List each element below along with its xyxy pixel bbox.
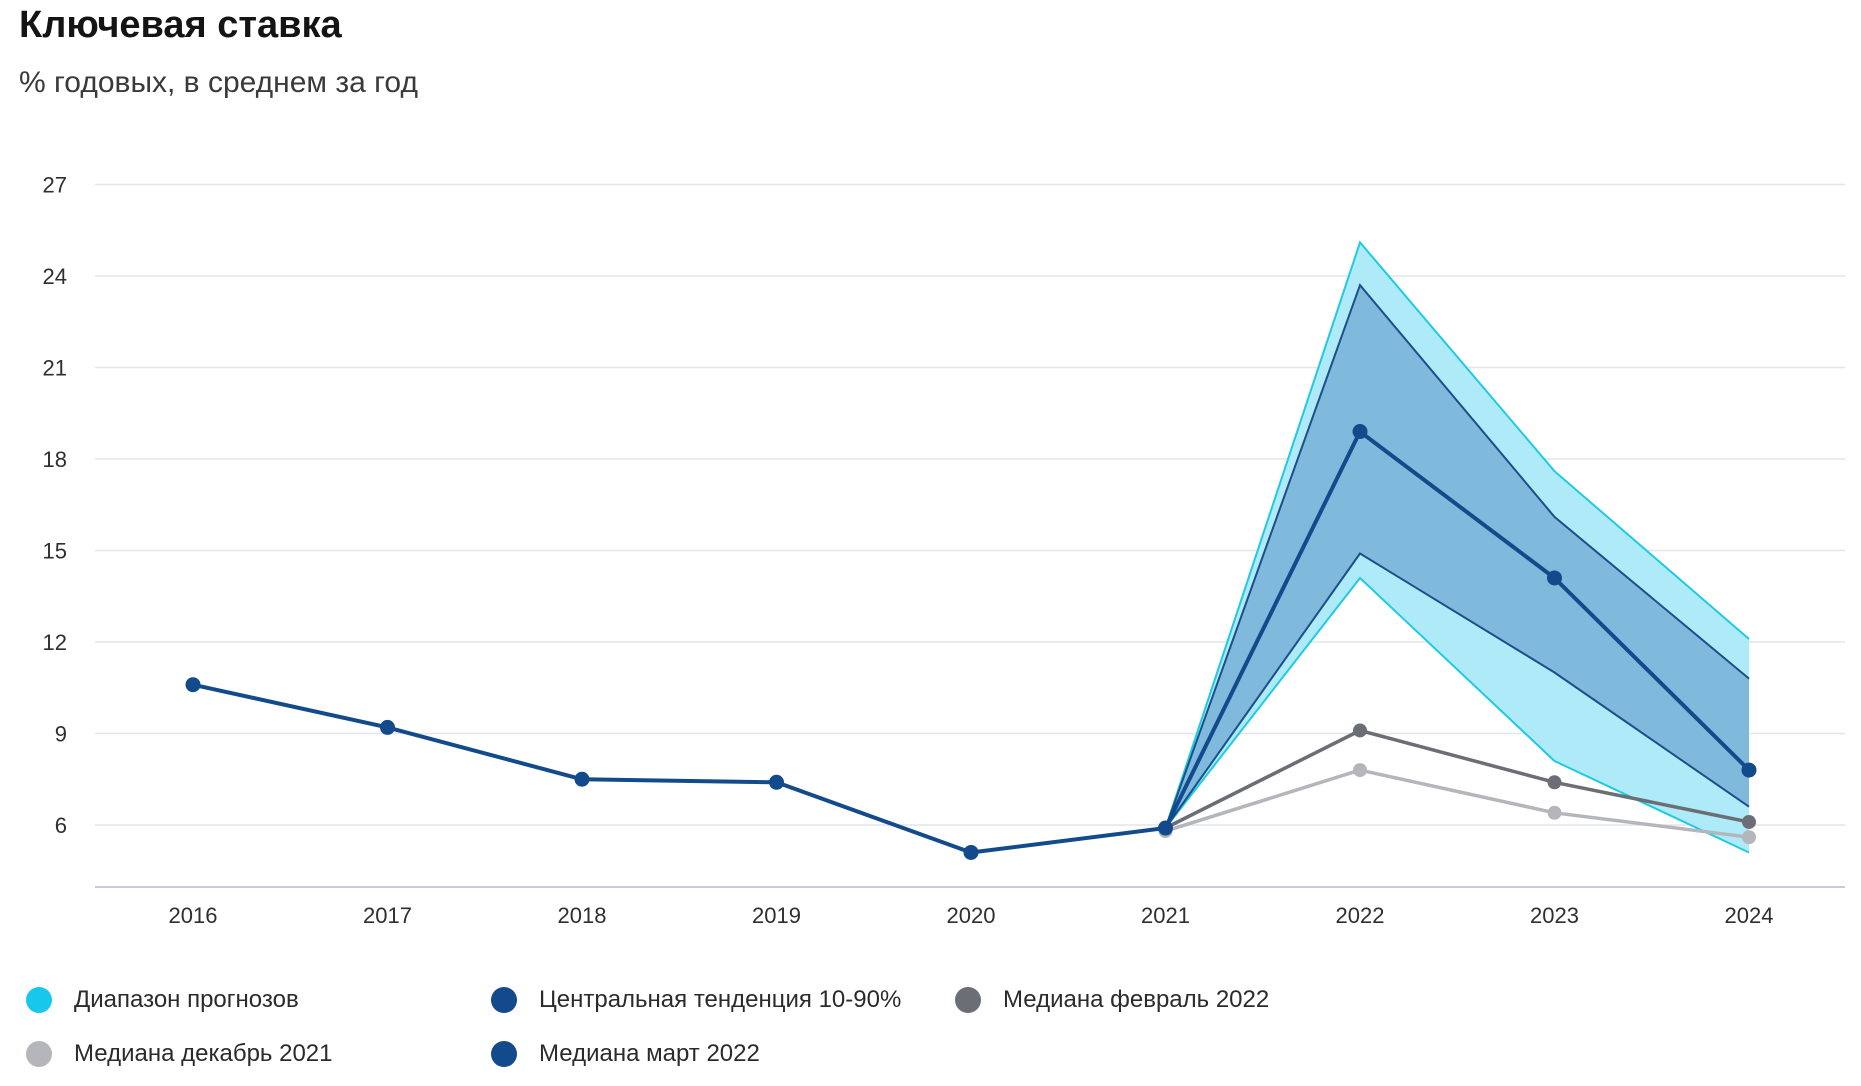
x-tick-label: 2017 xyxy=(363,903,412,928)
key-rate-chart: 6 9 12 15 18 21 24 27 2016 2017 2018 2019 2020 2021 20… xyxy=(43,173,1845,928)
median-december-2021-point xyxy=(1353,763,1367,778)
x-tick-label: 2023 xyxy=(1530,903,1579,928)
y-tick-label: 6 xyxy=(55,813,67,838)
x-tick-label: 2016 xyxy=(169,903,218,928)
y-tick-label: 9 xyxy=(55,722,67,747)
legend-label: Медиана декабрь 2021 xyxy=(74,1040,333,1067)
median-december-2021-point xyxy=(1547,805,1562,820)
legend-marker-median-march-2022 xyxy=(491,1041,517,1067)
median-february-2022-point xyxy=(1742,814,1756,829)
chart-subtitle: % годовых, в среднем за год xyxy=(19,66,418,99)
median-march-2022-point xyxy=(1158,820,1173,836)
legend-label: Медиана февраль 2022 xyxy=(1003,986,1270,1013)
median-february-2022-point xyxy=(1353,723,1367,738)
legend-marker-median-december-2021 xyxy=(26,1041,52,1067)
legend-item-forecast-range[interactable]: Диапазон прогнозов xyxy=(26,986,299,1014)
forecast-range-upper-line xyxy=(1164,240,1750,829)
y-tick-label: 12 xyxy=(43,630,67,655)
x-tick-label: 2019 xyxy=(752,903,801,928)
y-tick-label: 24 xyxy=(43,264,67,289)
median-december-2021-line xyxy=(1164,768,1750,839)
median-march-2022-point xyxy=(185,677,201,693)
x-tick-label: 2022 xyxy=(1336,903,1385,928)
legend-label: Центральная тенденция 10-90% xyxy=(539,986,902,1013)
legend-item-central-tendency[interactable]: Центральная тенденция 10-90% xyxy=(491,986,901,1014)
legend-marker-central-tendency xyxy=(491,987,517,1013)
y-tick-label: 27 xyxy=(43,173,67,198)
x-tick-label: 2024 xyxy=(1725,903,1774,928)
x-tick-label: 2020 xyxy=(947,903,996,928)
median-march-2022-point xyxy=(769,774,784,790)
x-tick-label: 2018 xyxy=(558,903,607,928)
x-tick-label: 2021 xyxy=(1141,903,1190,928)
legend-marker-median-february-2022 xyxy=(955,987,981,1013)
median-march-2022-point xyxy=(1547,570,1562,586)
y-tick-label: 21 xyxy=(43,356,67,381)
legend-item-median-december-2021[interactable]: Медиана декабрь 2021 xyxy=(26,1040,333,1068)
median-march-2022-point xyxy=(1741,762,1757,778)
y-tick-label: 18 xyxy=(43,447,67,472)
legend-item-median-february-2022[interactable]: Медиана февраль 2022 xyxy=(955,986,1269,1014)
median-march-2022-point xyxy=(1352,424,1368,440)
median-february-2022-line xyxy=(1164,728,1750,830)
median-december-2021-point xyxy=(1742,830,1756,845)
legend-label: Медиана март 2022 xyxy=(539,1040,760,1067)
forecast-range-lower-line xyxy=(1164,576,1750,854)
legend-item-median-march-2022[interactable]: Медиана март 2022 xyxy=(491,1040,760,1068)
chart-title: Ключевая ставка xyxy=(19,4,342,46)
median-march-2022-point xyxy=(574,771,590,787)
median-march-2022-point xyxy=(963,844,979,860)
central-tendency-lower-line xyxy=(1164,552,1750,829)
median-february-2022-point xyxy=(1547,775,1562,790)
legend-label: Диапазон прогнозов xyxy=(74,986,299,1013)
legend-marker-forecast-range xyxy=(26,987,52,1013)
central-tendency-upper-line xyxy=(1164,283,1750,829)
y-tick-label: 15 xyxy=(43,539,67,564)
median-march-2022-point xyxy=(380,719,395,735)
